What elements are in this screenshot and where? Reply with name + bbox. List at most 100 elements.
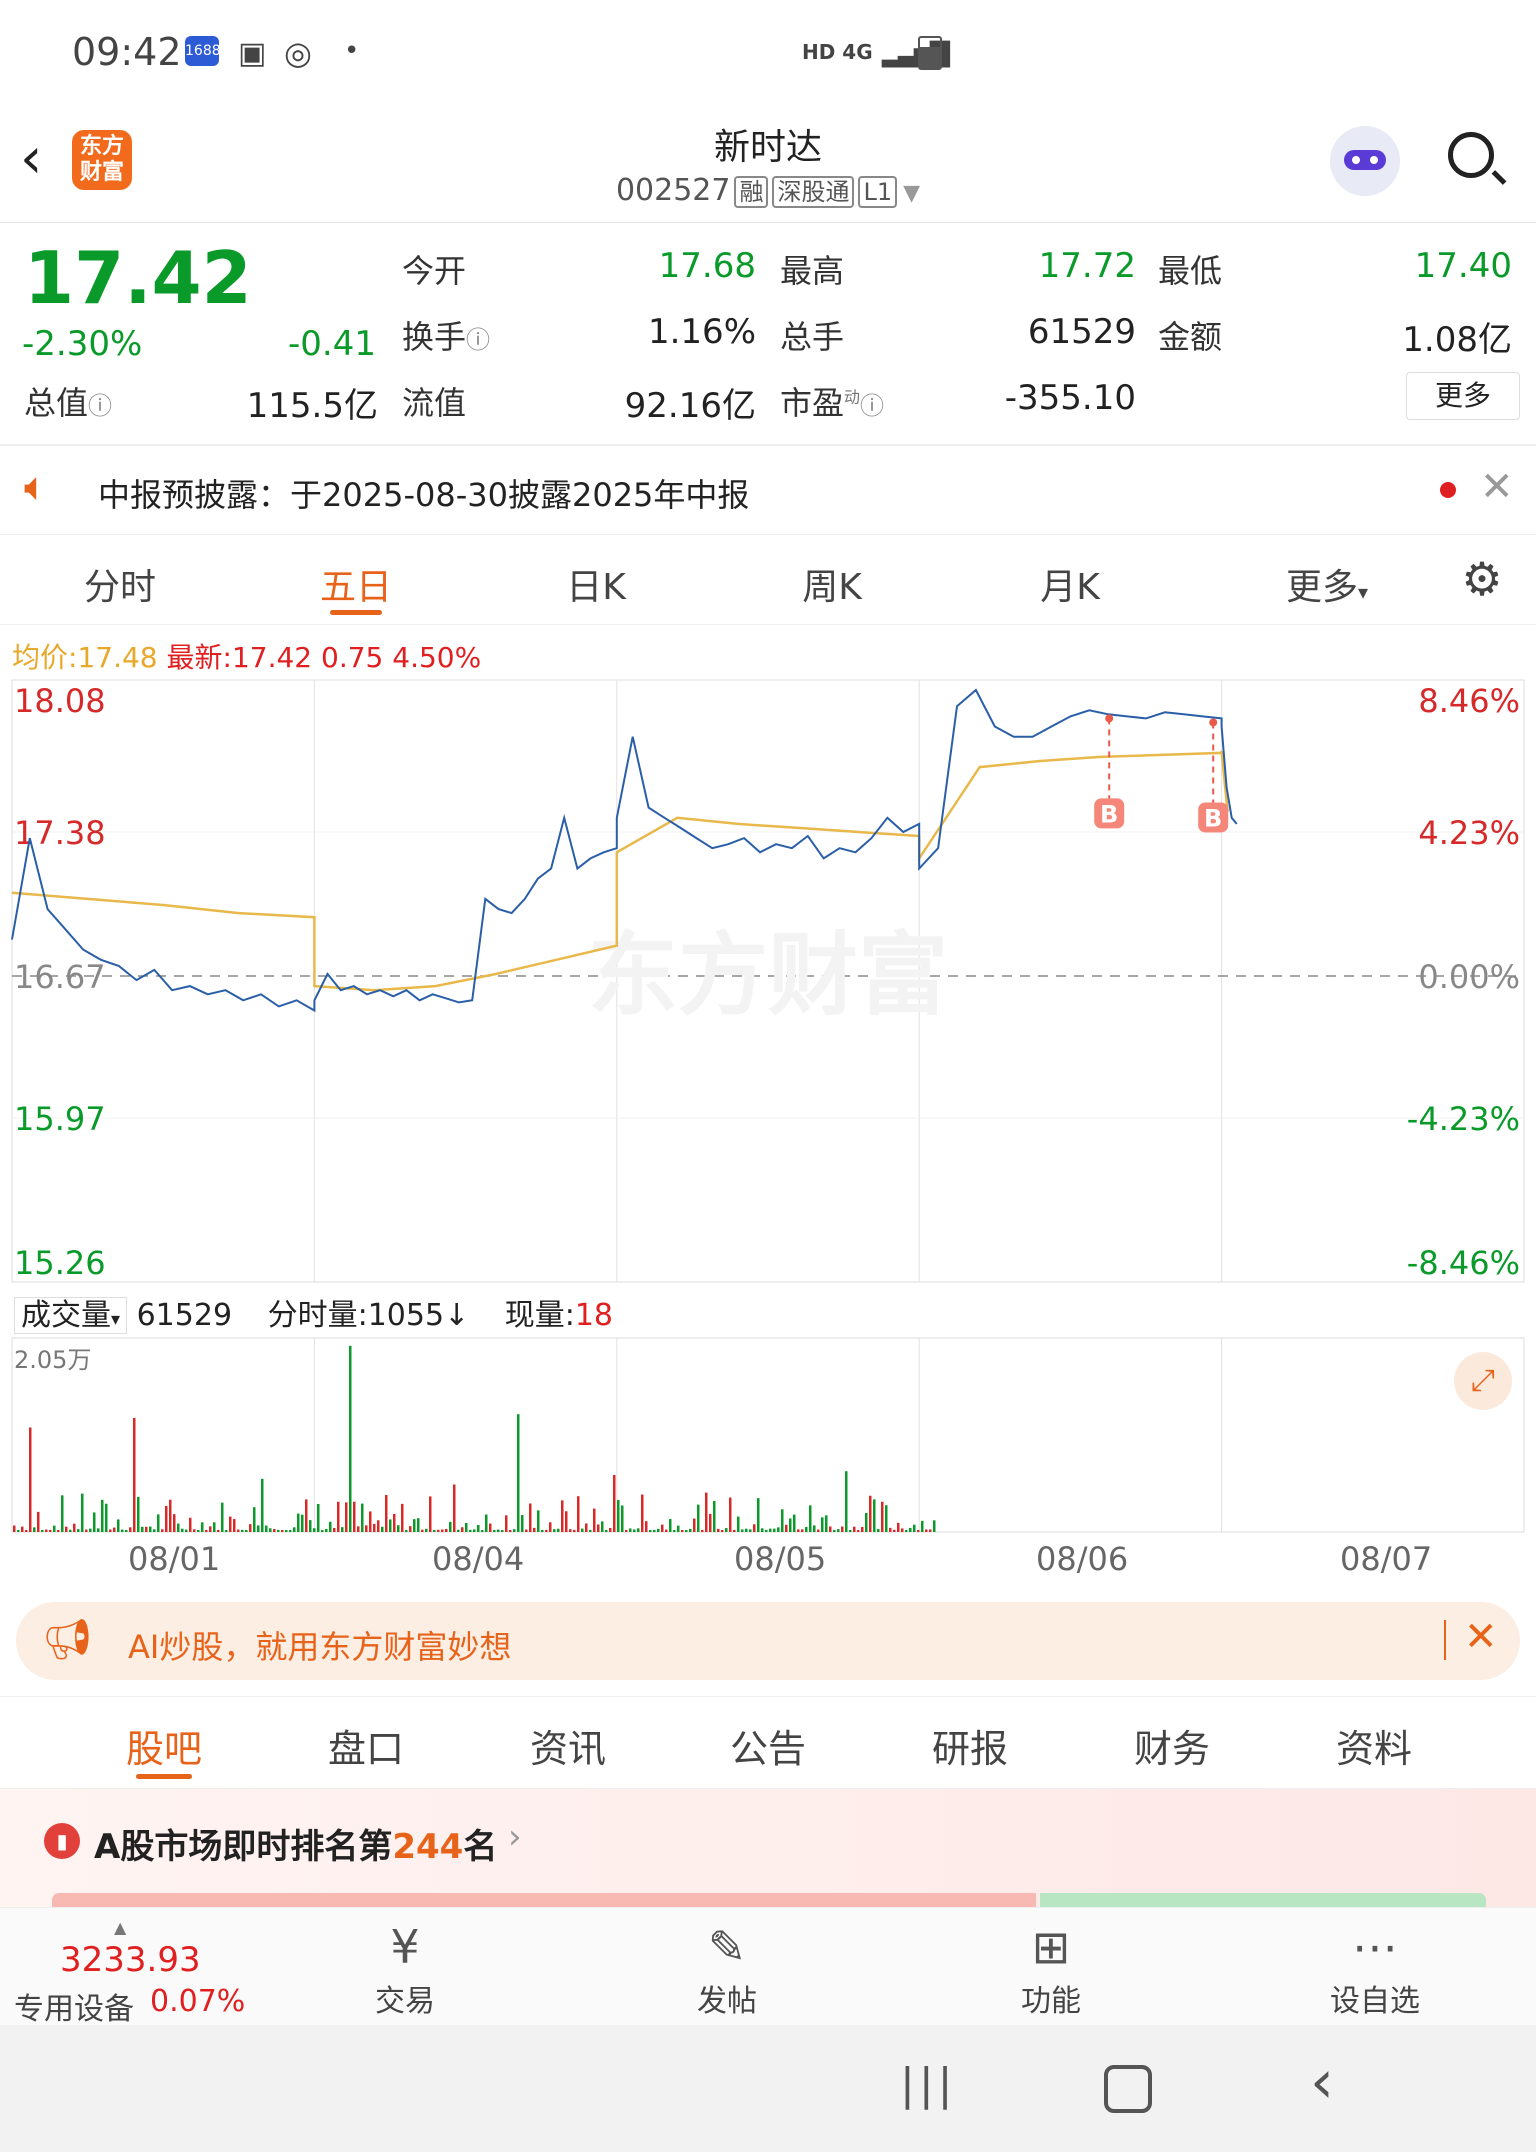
tab-pankou[interactable]: 盘口	[328, 1727, 405, 1771]
volume-bar	[73, 1523, 76, 1532]
volume-bar	[817, 1529, 820, 1532]
volume-bar	[581, 1528, 584, 1532]
tab-guba[interactable]: 股吧	[126, 1727, 203, 1771]
volume-bar	[357, 1526, 360, 1532]
chevron-right-icon: ›	[508, 1817, 522, 1857]
volume-bar	[677, 1525, 680, 1532]
volume-bar	[257, 1525, 260, 1532]
volume-bar	[245, 1529, 248, 1532]
volume-bar	[397, 1525, 400, 1532]
dropdown-icon[interactable]: ▼	[903, 181, 921, 206]
volume-bar	[521, 1515, 524, 1532]
volume-bar	[833, 1529, 836, 1532]
banner-close-icon[interactable]: ✕	[1464, 1614, 1498, 1660]
search-icon[interactable]	[1448, 132, 1507, 185]
volume-value: 61529	[1027, 312, 1136, 352]
y-tick-label-left: 18.08	[14, 682, 106, 720]
add-watchlist-button[interactable]: ⋯ 设自选	[1310, 1920, 1440, 2020]
volume-bar	[553, 1529, 556, 1532]
tab-five-day[interactable]: 五日	[319, 567, 392, 608]
volume-bar	[333, 1527, 336, 1532]
volume-bar	[441, 1529, 444, 1532]
volume-chart[interactable]	[0, 1336, 1536, 1550]
ai-assistant-icon[interactable]	[1330, 126, 1400, 196]
tab-announcements[interactable]: 公告	[730, 1727, 807, 1771]
price-chart[interactable]: 东方财富18.0817.3816.6715.9715.268.46%4.23%0…	[0, 676, 1536, 1286]
tab-news[interactable]: 资讯	[530, 1727, 607, 1771]
volume-bar	[573, 1529, 576, 1532]
volume-bar	[861, 1527, 864, 1532]
network-label: HD 4G	[802, 40, 873, 64]
tab-research[interactable]: 研报	[932, 1727, 1009, 1771]
tab-daily-k[interactable]: 日K	[566, 567, 626, 608]
back-icon[interactable]: ‹	[20, 126, 43, 191]
volume-bar	[369, 1511, 372, 1532]
volume-bar	[669, 1519, 672, 1532]
volume-bar	[285, 1529, 288, 1532]
stock-code-row[interactable]: 002527 融深股通 L1 ▼	[0, 172, 1536, 208]
notice-bar[interactable]: 🔈︎ 中报预披露：于2025-08-30披露2025年中报 ✕	[0, 446, 1536, 534]
home-icon[interactable]	[1104, 2065, 1152, 2113]
watermark: 东方财富	[588, 923, 948, 1028]
volume-bar	[557, 1528, 560, 1532]
more-button[interactable]: 更多	[1406, 372, 1520, 420]
recents-icon[interactable]: |||	[900, 2059, 957, 2110]
volume-bar	[837, 1529, 840, 1532]
pe-label: 市盈动ⓘ	[780, 384, 885, 422]
volume-select[interactable]: 成交量▾	[14, 1297, 128, 1334]
x-label: 08/04	[432, 1540, 525, 1578]
divider	[0, 1696, 1536, 1697]
x-label: 08/07	[1340, 1540, 1433, 1578]
volume-bar	[81, 1493, 84, 1532]
volume-bar	[697, 1504, 700, 1532]
trade-button[interactable]: ¥ 交易	[340, 1920, 470, 2020]
expand-icon[interactable]: ⤢	[1454, 1352, 1512, 1410]
volume-bar	[789, 1518, 792, 1532]
volume-bar	[689, 1528, 692, 1532]
volume-bar	[225, 1529, 228, 1532]
volume-bar	[685, 1529, 688, 1532]
volume-bar	[273, 1529, 276, 1532]
volume-bar	[505, 1515, 508, 1532]
volume-bar	[761, 1528, 764, 1532]
volume-bar	[149, 1526, 152, 1532]
tab-more[interactable]: 更多▾	[1285, 567, 1369, 608]
volume-bar	[805, 1526, 808, 1532]
functions-button[interactable]: ⊞ 功能	[986, 1920, 1116, 2020]
volume-bar	[461, 1527, 464, 1532]
buy-marker-badge	[1094, 798, 1125, 829]
x-axis-labels: 08/01 08/04 08/05 08/06 08/07	[0, 1540, 1536, 1580]
volume-bar	[857, 1529, 860, 1532]
ai-banner[interactable]: 📢︎ AI炒股，就用东方财富妙想 ✕	[16, 1602, 1520, 1680]
tab-weekly-k[interactable]: 周K	[802, 567, 862, 608]
volume-bar	[129, 1527, 132, 1532]
app-logo[interactable]: 东方财富	[72, 130, 132, 190]
volume-bar	[317, 1504, 320, 1532]
y-tick-label-right: 4.23%	[1418, 814, 1520, 852]
active-subtab-indicator	[136, 1774, 192, 1779]
volume-bar	[705, 1492, 708, 1532]
volume-bar	[165, 1505, 168, 1532]
settings-icon[interactable]: ⚙	[1461, 552, 1503, 606]
tab-intraday[interactable]: 分时	[83, 567, 156, 608]
tab-monthly-k[interactable]: 月K	[1040, 567, 1100, 608]
x-label: 08/01	[128, 1540, 221, 1578]
tab-profile[interactable]: 资料	[1336, 1727, 1413, 1771]
volume-bar	[601, 1521, 604, 1532]
volume-bar	[901, 1528, 904, 1532]
post-button[interactable]: ✎ 发帖	[662, 1920, 792, 2020]
index-widget[interactable]: ▲ 3233.93 专用设备 0.07%	[10, 1918, 270, 2027]
volume-bar	[261, 1478, 264, 1532]
rank-card[interactable]: ▮ A股市场即时排名第244名 ›	[0, 1789, 1536, 1907]
close-icon[interactable]: ✕	[1480, 464, 1514, 510]
volume-bar	[405, 1529, 408, 1532]
volume-bar	[33, 1527, 36, 1532]
volume-bar	[897, 1522, 900, 1532]
volume-bar	[585, 1523, 588, 1532]
volume-bar	[201, 1522, 204, 1532]
volume-bar	[905, 1529, 908, 1532]
low-label: 最低	[1158, 252, 1223, 290]
system-back-icon[interactable]: ‹	[1310, 2047, 1334, 2117]
battery-icon	[918, 36, 942, 70]
tab-finance[interactable]: 财务	[1134, 1727, 1211, 1771]
